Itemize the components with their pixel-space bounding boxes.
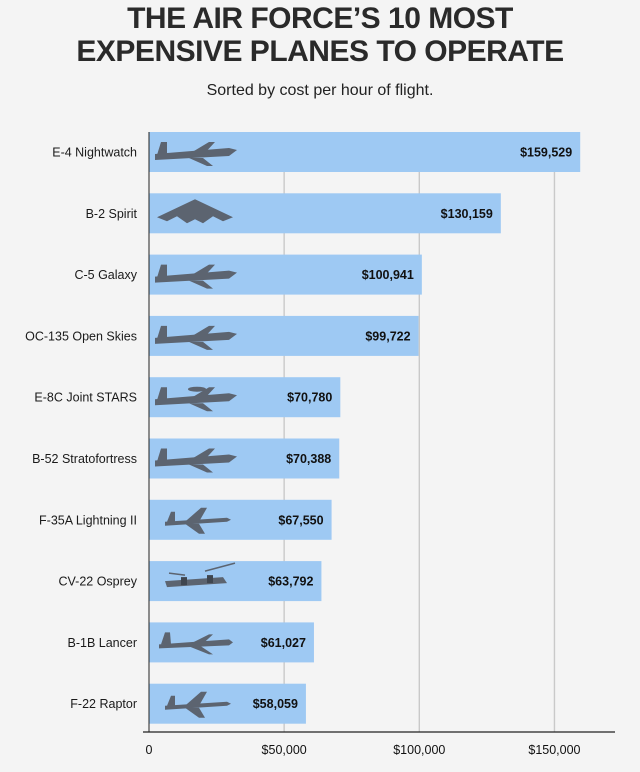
- value-label: $159,529: [520, 146, 572, 160]
- category-label: F-22 Raptor: [70, 697, 137, 711]
- bar-row: C-5 Galaxy $100,941: [74, 254, 422, 295]
- fighter-jet-icon: [165, 691, 231, 718]
- chart-subtitle: Sorted by cost per hour of flight.: [206, 82, 434, 99]
- value-label: $100,941: [362, 268, 414, 282]
- category-label: F-35A Lightning II: [39, 513, 137, 527]
- reconnaissance-plane-icon: [155, 325, 237, 350]
- airliner-icon: [155, 142, 237, 166]
- category-label: OC-135 Open Skies: [25, 329, 137, 343]
- stealth-bomber-icon: [157, 199, 233, 224]
- category-label: B-2 Spirit: [86, 207, 138, 221]
- category-label: C-5 Galaxy: [74, 268, 137, 282]
- category-label: B-1B Lancer: [68, 636, 137, 650]
- value-label: $63,792: [268, 575, 313, 589]
- x-tick-label: $50,000: [262, 743, 307, 757]
- bar-row: B-1B Lancer $61,027: [68, 622, 314, 663]
- value-label: $130,159: [441, 207, 493, 221]
- category-label: CV-22 Osprey: [58, 575, 137, 589]
- x-tick-label: 0: [146, 743, 153, 757]
- category-label: B-52 Stratofortress: [32, 452, 137, 466]
- chart-title: THE AIR FORCE’S 10 MOST EXPENSIVE PLANES …: [76, 2, 564, 68]
- bar-row: E-4 Nightwatch $159,529: [52, 132, 581, 172]
- value-label: $61,027: [261, 636, 306, 650]
- bar-row: CV-22 Osprey $63,792: [58, 561, 322, 602]
- awacs-plane-icon: [155, 386, 237, 412]
- bar-row: F-35A Lightning II $67,550: [39, 499, 332, 540]
- cargo-plane-icon: [155, 264, 237, 289]
- value-label: $70,388: [286, 452, 331, 466]
- value-label: $67,550: [278, 513, 323, 527]
- value-label: $58,059: [253, 697, 298, 711]
- x-axis: 0 $50,000 $100,000 $150,000: [143, 132, 615, 757]
- bar-row: E-8C Joint STARS $70,780: [34, 377, 341, 418]
- swing-wing-bomber-icon: [159, 632, 233, 655]
- x-tick-label: $100,000: [393, 743, 445, 757]
- tiltrotor-icon: [165, 562, 236, 588]
- bar-row: OC-135 Open Skies $99,722: [25, 315, 419, 356]
- bars: E-4 Nightwatch $159,529 B-2 Spirit $130,159…: [25, 132, 581, 724]
- bar-row: B-52 Stratofortress $70,388: [32, 438, 340, 479]
- bar-row: F-22 Raptor $58,059: [70, 683, 306, 724]
- x-tick-label: $150,000: [528, 743, 580, 757]
- value-label: $70,780: [287, 391, 332, 405]
- fighter-jet-icon: [165, 507, 231, 534]
- bar-row: B-2 Spirit $130,159: [86, 193, 501, 234]
- category-label: E-4 Nightwatch: [52, 146, 137, 160]
- value-label: $99,722: [365, 329, 410, 343]
- bomber-icon: [155, 448, 237, 473]
- category-label: E-8C Joint STARS: [34, 391, 137, 405]
- bar: [149, 499, 332, 540]
